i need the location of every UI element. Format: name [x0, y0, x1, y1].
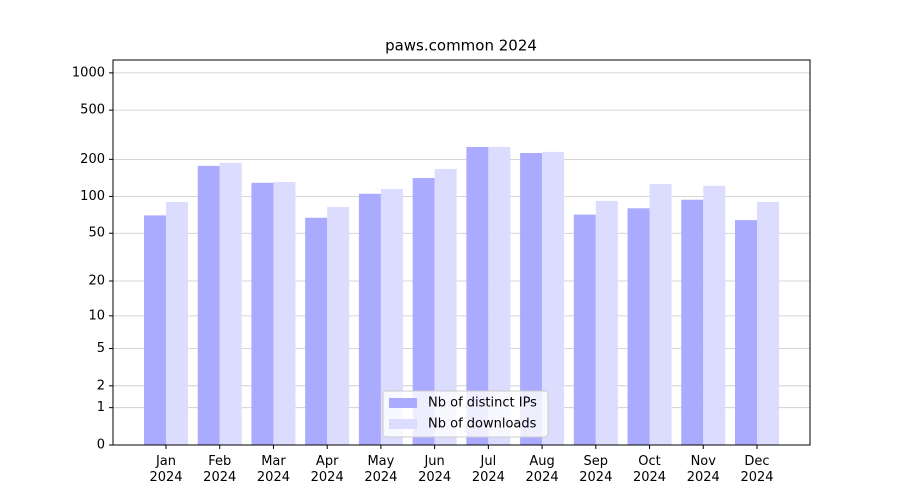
x-tick-label: Sep 2024 [579, 454, 612, 485]
bar [327, 206, 350, 445]
y-tick-label: 0 [97, 438, 105, 453]
y-tick-label: 1 [97, 400, 105, 415]
x-tick-label: Mar 2024 [257, 454, 290, 485]
bar [595, 200, 618, 445]
x-tick-label: Oct 2024 [633, 454, 666, 485]
x-tick-label: May 2024 [364, 454, 397, 485]
legend-swatch [389, 398, 417, 408]
bar [573, 214, 596, 445]
y-tick-label: 50 [88, 226, 105, 241]
bar [649, 184, 672, 446]
bar [273, 181, 296, 445]
bar [380, 188, 403, 445]
legend-swatch [389, 419, 417, 429]
bar [144, 215, 166, 445]
x-tick-label: Apr 2024 [311, 454, 344, 485]
bar [703, 185, 726, 446]
y-tick-label: 500 [80, 103, 105, 118]
bar [466, 146, 489, 445]
legend-label: Nb of downloads [428, 417, 537, 432]
bar [488, 146, 511, 445]
bar [757, 202, 779, 445]
bar [542, 151, 565, 445]
bar [166, 202, 188, 445]
x-tick-label: Feb 2024 [203, 454, 236, 485]
legend-label: Nb of distinct IPs [428, 396, 537, 411]
bar [412, 178, 435, 446]
x-tick-label: Dec 2024 [740, 454, 773, 485]
bar [681, 199, 704, 445]
y-tick-label: 100 [80, 189, 105, 204]
x-tick-label: Nov 2024 [687, 454, 720, 485]
bar [627, 208, 650, 445]
bar [305, 217, 328, 445]
y-tick-label: 200 [80, 152, 105, 167]
y-tick-label: 20 [88, 274, 105, 289]
bar [434, 169, 457, 445]
plot-frame [112, 59, 811, 446]
y-tick-label: 5 [97, 341, 105, 356]
bar [219, 162, 242, 445]
bar [251, 182, 274, 445]
x-tick-label: Jul 2024 [472, 454, 505, 485]
x-tick-label: Jan 2024 [149, 454, 182, 485]
bar [520, 153, 543, 445]
chart-title: paws.common 2024 [385, 37, 537, 55]
bar [358, 193, 381, 445]
x-tick-label: Jun 2024 [418, 454, 451, 485]
bar [735, 220, 757, 445]
y-tick-label: 10 [88, 308, 105, 323]
x-tick-label: Aug 2024 [526, 454, 559, 485]
y-tick-label: 1000 [72, 65, 105, 80]
y-tick-label: 2 [97, 378, 105, 393]
bar [197, 165, 220, 445]
legend-box [382, 390, 549, 438]
